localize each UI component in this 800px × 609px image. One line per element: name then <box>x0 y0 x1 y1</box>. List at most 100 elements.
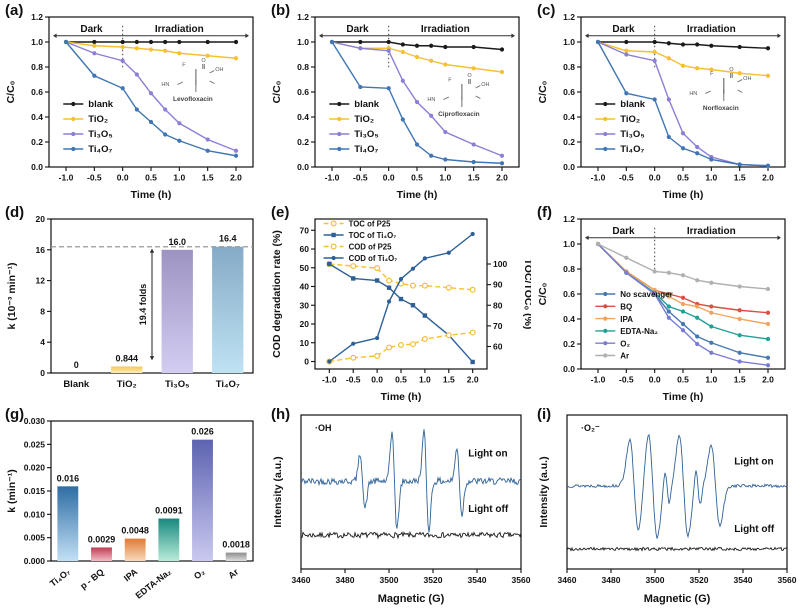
svg-text:0.000: 0.000 <box>24 556 46 566</box>
panel-b: (b) -1.0 -0.5 0.0 0.5 1.0 1.5 2.0 0.0 0.2 0.4 0.6 0… <box>267 1 533 203</box>
svg-text:0.8: 0.8 <box>563 62 575 72</box>
svg-text:40: 40 <box>300 282 310 292</box>
svg-text:70: 70 <box>300 225 310 235</box>
svg-text:Ti₄O₇: Ti₄O₇ <box>216 379 240 390</box>
svg-text:1.0: 1.0 <box>297 37 309 47</box>
svg-text:3480: 3480 <box>336 575 355 585</box>
svg-text:Ti₃O₅: Ti₃O₅ <box>88 129 112 140</box>
svg-text:0.8: 0.8 <box>31 62 43 72</box>
svg-text:16.0: 16.0 <box>168 237 186 247</box>
svg-text:OH: OH <box>481 82 489 88</box>
svg-text:Ti₃O₅: Ti₃O₅ <box>354 129 378 140</box>
svg-text:BQ: BQ <box>620 303 632 312</box>
svg-text:Time (h): Time (h) <box>381 391 422 403</box>
svg-text:No scavenger: No scavenger <box>620 290 672 299</box>
panel-i-label: (i) <box>537 406 552 423</box>
svg-text:3520: 3520 <box>690 575 709 585</box>
svg-text:Intensity (a.u.): Intensity (a.u.) <box>538 456 550 527</box>
svg-text:0: 0 <box>74 360 79 370</box>
svg-text:Magnetic (G): Magnetic (G) <box>644 593 711 605</box>
svg-text:0.0: 0.0 <box>563 162 575 172</box>
panel-a-chart: -1.0 -0.5 0.0 0.5 1.0 1.5 2.0 0.0 0.2 0.4 0.6 0.8 1.… <box>5 12 254 201</box>
svg-text:0.0: 0.0 <box>649 173 661 183</box>
svg-text:20: 20 <box>36 214 46 224</box>
svg-text:-1.0: -1.0 <box>59 173 74 183</box>
panel-i-chart: 3460 3480 3500 3520 3540 3560 Magnetic (G) Inte… <box>538 414 797 605</box>
svg-text:Ti₄O₇: Ti₄O₇ <box>48 566 72 588</box>
svg-text:0.2: 0.2 <box>31 137 43 147</box>
svg-text:·O₂⁻: ·O₂⁻ <box>581 423 600 433</box>
svg-text:Irradiation: Irradiation <box>421 24 470 35</box>
panel-c-chart: -1.0 -0.5 0.0 0.5 1.0 1.5 2.0 0.0 0.2 0.4 0.6 0.8 1.… <box>537 12 786 201</box>
svg-text:0.0: 0.0 <box>31 162 43 172</box>
svg-text:0.020: 0.020 <box>24 463 46 473</box>
svg-text:0.5: 0.5 <box>145 173 157 183</box>
svg-text:0.025: 0.025 <box>24 439 46 449</box>
panel-c-label: (c) <box>537 2 556 19</box>
svg-text:60: 60 <box>300 244 310 254</box>
svg-text:60: 60 <box>493 342 503 352</box>
panel-h-label: (h) <box>271 406 291 423</box>
svg-text:COD degradation rate (%): COD degradation rate (%) <box>271 230 283 358</box>
svg-text:1.2: 1.2 <box>297 12 309 22</box>
svg-text:Irradiation: Irradiation <box>687 24 736 35</box>
svg-text:1.0: 1.0 <box>563 37 575 47</box>
svg-text:O₂: O₂ <box>192 567 207 582</box>
svg-text:2.0: 2.0 <box>230 173 242 183</box>
svg-text:-0.5: -0.5 <box>353 173 368 183</box>
svg-text:C/C₀: C/C₀ <box>537 80 549 103</box>
panel-f: (f) -1.0 -0.5 0.0 0.5 1.0 1.5 2.0 0.0 0.2 0.4 0.6 0… <box>533 203 799 405</box>
svg-text:IPA: IPA <box>122 566 140 583</box>
svg-text:Time (h): Time (h) <box>397 189 438 201</box>
svg-text:3460: 3460 <box>558 575 577 585</box>
svg-text:2.0: 2.0 <box>467 375 479 385</box>
svg-text:0.2: 0.2 <box>297 137 309 147</box>
svg-text:Time (h): Time (h) <box>663 189 704 201</box>
svg-text:90: 90 <box>493 280 503 290</box>
svg-text:EDTA-Na₂: EDTA-Na₂ <box>620 327 658 336</box>
svg-text:0.0029: 0.0029 <box>88 534 116 544</box>
panel-g-label: (g) <box>5 406 25 423</box>
svg-text:0.5: 0.5 <box>677 375 689 385</box>
svg-text:k (min⁻¹): k (min⁻¹) <box>6 469 18 512</box>
svg-text:16.4: 16.4 <box>219 234 237 244</box>
svg-text:TiO₂: TiO₂ <box>620 114 640 125</box>
panel-g: (g) 0.000 0.005 0.010 0.015 0.020 0.025 0.030 k… <box>1 405 267 607</box>
svg-text:0.8: 0.8 <box>297 62 309 72</box>
svg-text:-1.0: -1.0 <box>322 375 337 385</box>
svg-text:C/C₀: C/C₀ <box>537 282 549 305</box>
svg-text:0.026: 0.026 <box>191 427 214 437</box>
svg-text:Irradiation: Irradiation <box>687 226 736 237</box>
svg-text:blank: blank <box>620 99 646 110</box>
svg-text:1.5: 1.5 <box>734 375 746 385</box>
svg-text:70: 70 <box>493 321 503 331</box>
svg-text:Light on: Light on <box>468 449 507 460</box>
svg-text:Dark: Dark <box>80 24 103 35</box>
svg-text:0.4: 0.4 <box>563 314 575 324</box>
panel-e-label: (e) <box>271 204 290 221</box>
svg-text:Ti₃O₅: Ti₃O₅ <box>165 379 189 390</box>
svg-text:0.0018: 0.0018 <box>222 540 250 550</box>
panel-f-chart: -1.0 -0.5 0.0 0.5 1.0 1.5 2.0 0.0 0.2 0.4 0.6 0.8 1.… <box>537 214 786 403</box>
svg-text:3520: 3520 <box>424 575 443 585</box>
svg-text:TiO₂: TiO₂ <box>88 114 108 125</box>
svg-text:COD of P25: COD of P25 <box>349 243 393 252</box>
svg-text:0.6: 0.6 <box>297 87 309 97</box>
svg-text:Ti₄O₇: Ti₄O₇ <box>354 144 378 155</box>
svg-text:OH: OH <box>215 67 223 73</box>
svg-text:1.2: 1.2 <box>563 214 575 224</box>
svg-text:-0.5: -0.5 <box>619 375 634 385</box>
svg-text:TOC of P25: TOC of P25 <box>349 220 392 229</box>
svg-text:12: 12 <box>36 276 46 286</box>
svg-text:Light off: Light off <box>468 504 509 515</box>
svg-text:blank: blank <box>354 99 380 110</box>
svg-text:0.2: 0.2 <box>563 339 575 349</box>
svg-text:1.2: 1.2 <box>563 12 575 22</box>
svg-text:1.5: 1.5 <box>734 173 746 183</box>
svg-text:O: O <box>201 58 206 64</box>
svg-text:TiO₂: TiO₂ <box>354 114 374 125</box>
svg-text:2.0: 2.0 <box>762 375 774 385</box>
svg-text:1.0: 1.0 <box>31 37 43 47</box>
svg-text:0.8: 0.8 <box>563 264 575 274</box>
svg-text:1.0: 1.0 <box>705 375 717 385</box>
